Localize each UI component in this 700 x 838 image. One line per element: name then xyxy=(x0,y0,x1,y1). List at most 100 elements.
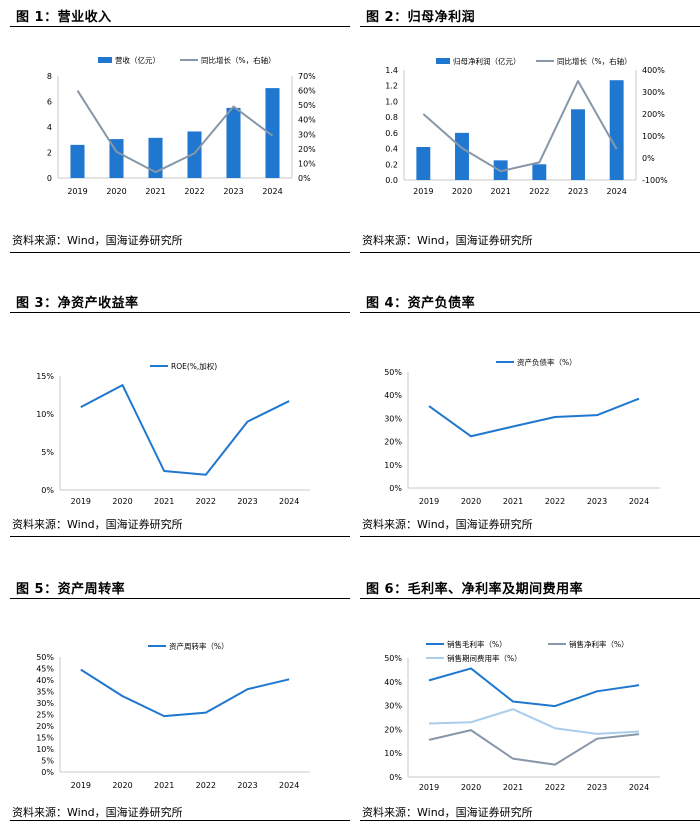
source-note: 资料来源：Wind，国海证券研究所 xyxy=(12,516,183,532)
y2-tick-label: 100% xyxy=(642,132,665,141)
bar xyxy=(610,80,624,180)
x-tick-label: 2023 xyxy=(587,497,607,506)
y-tick-label: 40% xyxy=(384,391,402,400)
x-tick-label: 2023 xyxy=(237,497,257,506)
x-tick-label: 2020 xyxy=(461,783,481,792)
x-tick-label: 2021 xyxy=(503,783,523,792)
y-tick-label: 10% xyxy=(36,410,54,419)
x-tick-label: 2019 xyxy=(419,497,439,506)
x-tick-label: 2022 xyxy=(184,187,204,196)
bar xyxy=(226,108,240,178)
x-tick-label: 2021 xyxy=(145,187,165,196)
y-tick-label: 0% xyxy=(41,768,54,777)
x-tick-label: 2024 xyxy=(606,187,626,196)
x-tick-label: 2022 xyxy=(545,783,565,792)
bar xyxy=(571,109,585,180)
chart-title: 图 3：净资产收益率 xyxy=(16,292,139,311)
y-tick-label: 50% xyxy=(36,653,54,662)
y2-tick-label: 0% xyxy=(642,154,655,163)
x-tick-label: 2022 xyxy=(529,187,549,196)
series-line xyxy=(423,81,616,171)
y2-tick-label: 10% xyxy=(298,159,316,168)
x-tick-label: 2019 xyxy=(71,781,91,790)
y-tick-label: 2 xyxy=(47,149,52,158)
y2-tick-label: 400% xyxy=(642,66,665,75)
x-tick-label: 2021 xyxy=(154,781,174,790)
x-tick-label: 2023 xyxy=(223,187,243,196)
bottom-rule xyxy=(360,252,700,253)
x-tick-label: 2020 xyxy=(461,497,481,506)
y-tick-label: 15% xyxy=(36,372,54,381)
y-tick-label: 10% xyxy=(384,749,402,758)
y2-tick-label: 20% xyxy=(298,145,316,154)
legend-label: 销售净利率（%） xyxy=(569,639,629,649)
y-tick-label: 0.8 xyxy=(385,113,398,122)
x-tick-label: 2021 xyxy=(503,497,523,506)
y2-tick-label: 200% xyxy=(642,110,665,119)
series-line xyxy=(429,709,639,734)
panel-asset-turnover: 图 5：资产周转率 0%5%10%15%20%25%30%35%40%45%50… xyxy=(10,578,350,838)
y-tick-label: 6 xyxy=(47,98,52,107)
y2-tick-label: 30% xyxy=(298,130,316,139)
x-tick-label: 2022 xyxy=(196,781,216,790)
legend-label: 销售毛利率（%） xyxy=(447,639,507,649)
legend-label: 营收（亿元） xyxy=(115,55,160,65)
y-tick-label: 1.0 xyxy=(385,97,398,106)
y-tick-label: 40% xyxy=(384,678,402,687)
y-tick-label: 20% xyxy=(36,722,54,731)
series-line xyxy=(429,668,639,706)
y-tick-label: 0.6 xyxy=(385,129,398,138)
chart-title: 图 6：毛利率、净利率及期间费用率 xyxy=(366,578,583,597)
y-tick-label: 35% xyxy=(36,688,54,697)
y-tick-label: 10% xyxy=(36,745,54,754)
legend-label: ROE(%,加权) xyxy=(171,361,217,371)
y-tick-label: 30% xyxy=(384,414,402,423)
source-note: 资料来源：Wind，国海证券研究所 xyxy=(362,804,533,820)
x-tick-label: 2019 xyxy=(71,497,91,506)
y-tick-label: 50% xyxy=(384,368,402,377)
x-tick-label: 2023 xyxy=(568,187,588,196)
title-rule xyxy=(360,598,700,599)
title-rule xyxy=(360,312,700,313)
x-tick-label: 2024 xyxy=(262,187,282,196)
chart-title: 图 4：资产负债率 xyxy=(366,292,475,311)
y2-tick-label: -100% xyxy=(642,176,668,185)
series-line xyxy=(78,91,273,173)
y-tick-label: 10% xyxy=(384,461,402,470)
y-tick-label: 0% xyxy=(389,484,402,493)
y2-tick-label: 70% xyxy=(298,72,316,81)
y-tick-label: 20% xyxy=(384,725,402,734)
bottom-rule xyxy=(360,820,700,821)
x-tick-label: 2020 xyxy=(452,187,472,196)
y-tick-label: 1.2 xyxy=(385,82,398,91)
source-note: 资料来源：Wind，国海证券研究所 xyxy=(12,232,183,248)
y-tick-label: 0 xyxy=(47,174,52,183)
y-tick-label: 30% xyxy=(36,699,54,708)
y-tick-label: 8 xyxy=(47,72,52,81)
x-tick-label: 2024 xyxy=(279,497,299,506)
legend-swatch xyxy=(98,57,112,63)
x-tick-label: 2024 xyxy=(279,781,299,790)
x-tick-label: 2021 xyxy=(154,497,174,506)
series-line xyxy=(429,730,639,765)
y-tick-label: 50% xyxy=(384,654,402,663)
legend-label: 销售期间费用率（%） xyxy=(447,653,522,663)
x-tick-label: 2022 xyxy=(545,497,565,506)
legend-label: 同比增长（%，右轴） xyxy=(557,56,632,66)
y2-tick-label: 0% xyxy=(298,174,311,183)
y-tick-label: 40% xyxy=(36,676,54,685)
legend-label: 归母净利润（亿元） xyxy=(453,56,521,66)
y-tick-label: 0% xyxy=(389,773,402,782)
y-tick-label: 1.4 xyxy=(385,66,398,75)
panel-debt-ratio: 图 4：资产负债率 0% 10% 20% 30% 40% 50% 2019 2020 2021 2… xyxy=(360,292,700,552)
y-tick-label: 0.0 xyxy=(385,176,398,185)
title-rule xyxy=(10,26,350,27)
y-tick-label: 4 xyxy=(47,123,52,132)
y-tick-label: 20% xyxy=(384,438,402,447)
source-note: 资料来源：Wind，国海证券研究所 xyxy=(12,804,183,820)
